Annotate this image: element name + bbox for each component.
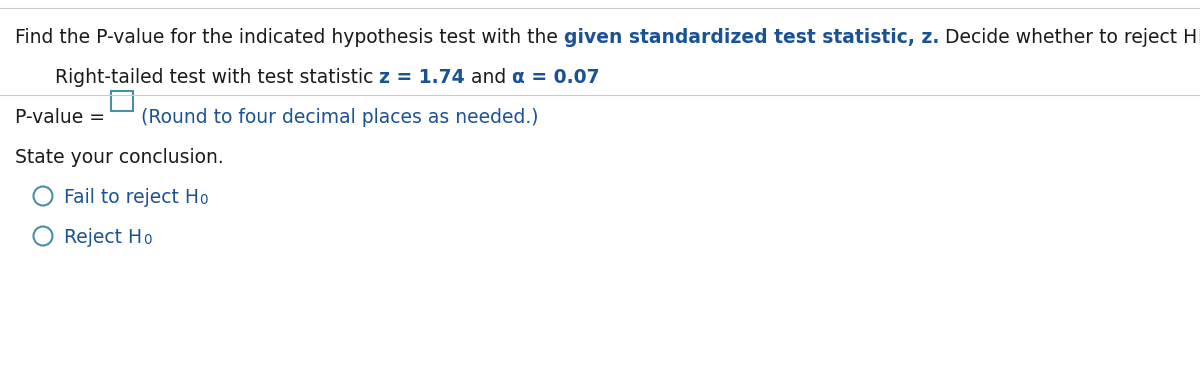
Text: 0: 0 [199,193,208,207]
Text: (Round to four decimal places as needed.): (Round to four decimal places as needed.… [142,108,539,127]
FancyBboxPatch shape [112,91,133,111]
Text: Fail to reject H: Fail to reject H [65,188,199,207]
Text: P-value =: P-value = [14,108,112,127]
Text: and: and [466,68,512,87]
Circle shape [34,227,53,246]
Circle shape [34,187,53,206]
Text: Reject H: Reject H [65,228,143,247]
Text: 0: 0 [143,233,151,247]
Text: Decide whether to reject H: Decide whether to reject H [940,28,1198,47]
Text: H: H [1198,28,1200,47]
Text: given standardized test statistic, z.: given standardized test statistic, z. [564,28,940,47]
Text: α = 0.07: α = 0.07 [512,68,600,87]
Text: z = 1.74: z = 1.74 [379,68,466,87]
Text: Find the P-value for the indicated hypothesis test with the: Find the P-value for the indicated hypot… [14,28,564,47]
Text: Right-tailed test with test statistic: Right-tailed test with test statistic [55,68,379,87]
Text: State your conclusion.: State your conclusion. [14,148,223,167]
